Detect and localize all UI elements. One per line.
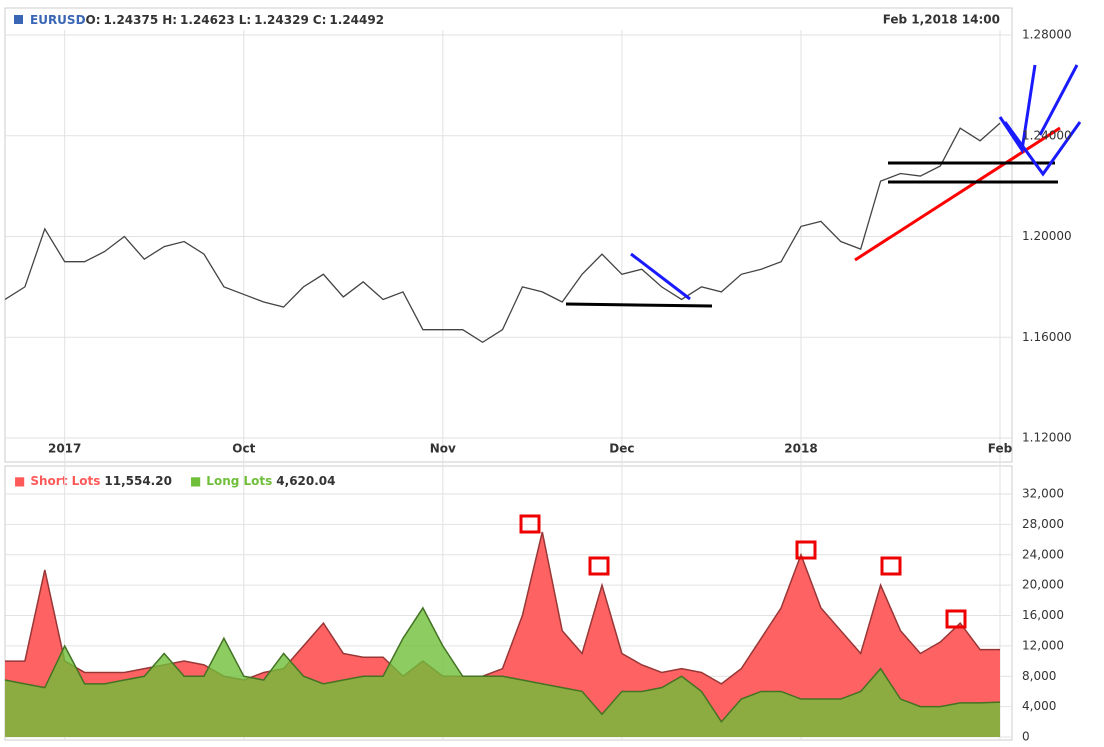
- stat-value: 1.24329: [254, 13, 309, 27]
- stat-value: 1.24623: [180, 13, 235, 27]
- y-tick-label: 20,000: [1022, 578, 1064, 592]
- stat-value: 1.24375: [104, 13, 159, 27]
- trendline: [1038, 64, 1079, 136]
- x-tick-label: Feb: [988, 442, 1013, 456]
- trendline: [630, 252, 691, 301]
- legend-swatch: ■: [14, 474, 25, 488]
- highlight-box: [880, 556, 902, 576]
- price-line: [4, 122, 1001, 344]
- y-tick-label: 1.28000: [1022, 28, 1072, 42]
- drawings: [565, 64, 1082, 308]
- x-tick-label: 2017: [48, 442, 81, 456]
- trendline: [1003, 121, 1082, 177]
- y-tick-label: 1.24000: [1022, 128, 1072, 142]
- legend-name: Short Lots: [30, 474, 100, 488]
- y-tick-label: 1.12000: [1022, 431, 1072, 445]
- y-tick-label: 16,000: [1022, 608, 1064, 622]
- legend: ■ Short Lots 11,554.20 ■ Long Lots 4,620.04: [14, 474, 336, 488]
- symbol: EURUSD: [30, 13, 86, 27]
- y-tick-label: 0: [1022, 730, 1030, 744]
- stat-label: O:: [86, 13, 101, 27]
- price-panel: [4, 7, 1013, 463]
- x-tick-label: 2018: [784, 442, 817, 456]
- highlight-box: [945, 609, 967, 629]
- area-fill: [5, 607, 1000, 737]
- y-tick-label: 32,000: [1022, 487, 1064, 501]
- timestamp: Feb 1,2018 14:00: [883, 13, 1000, 27]
- trendline: [565, 302, 713, 308]
- plot: 2017 Oct Nov Dec 2018 Feb: [4, 30, 1013, 740]
- x-tick-label: Dec: [609, 442, 634, 456]
- legend-value: 4,620.04: [276, 474, 335, 488]
- highlight-boxes: [519, 514, 967, 629]
- highlight-box: [795, 540, 817, 560]
- y-tick-label: 28,000: [1022, 517, 1064, 531]
- y-tick-label: 1.16000: [1022, 330, 1072, 344]
- highlight-box: [519, 514, 541, 534]
- trendline: [998, 64, 1037, 155]
- y-tick-label: 1.20000: [1022, 229, 1072, 243]
- legend-swatch: ■: [190, 474, 201, 488]
- stat-label: C:: [313, 13, 327, 27]
- legend-value: 11,554.20: [104, 474, 172, 488]
- header-row: EURUSDO: 1.24375 H: 1.24623 L: 1.24329 C: 1.244…: [30, 13, 384, 27]
- legend-name: Long Lots: [206, 474, 272, 488]
- y-tick-label: 12,000: [1022, 638, 1064, 652]
- lots-panel: [4, 465, 1013, 741]
- symbol-icon: [14, 15, 23, 24]
- stat-value: 1.24492: [329, 13, 384, 27]
- x-tick-label: Oct: [232, 442, 255, 456]
- y-tick-label: 8,000: [1022, 669, 1056, 683]
- stat-label: L:: [239, 13, 251, 27]
- x-tick-label: Nov: [430, 442, 456, 456]
- stat-label: H:: [162, 13, 177, 27]
- area-line: [4, 606, 1001, 724]
- highlight-box: [588, 556, 610, 576]
- y-tick-label: 4,000: [1022, 699, 1056, 713]
- y-tick-label: 24,000: [1022, 547, 1064, 561]
